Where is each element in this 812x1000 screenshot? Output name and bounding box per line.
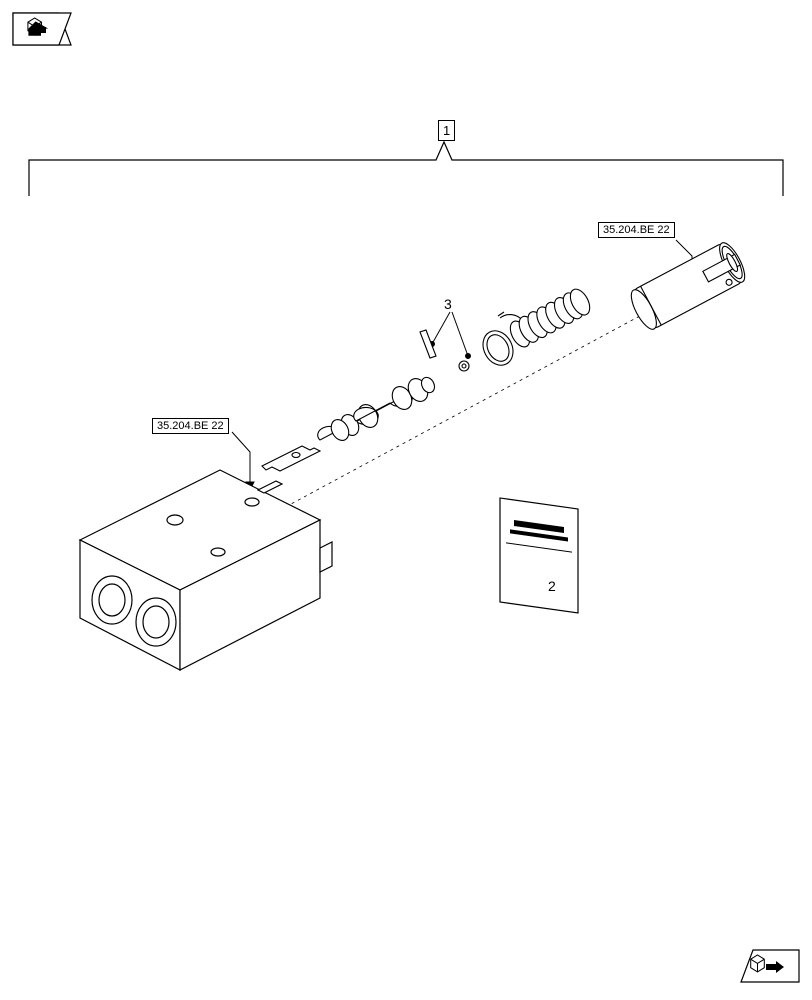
ref-left-text: 35.204.BE 22 [157,420,224,432]
bracket-main [29,142,783,196]
parts-diagram [0,0,812,1000]
callout-2: 2 [548,578,556,594]
ref-right-text: 35.204.BE 22 [603,224,670,236]
callout-1-label: 1 [443,123,450,138]
valve-body [80,470,332,670]
document-card [500,498,578,613]
callout-3-label: 3 [444,296,452,312]
ref-left: 35.204.BE 22 [152,418,229,434]
callout-2-label: 2 [548,578,556,594]
ref-right: 35.204.BE 22 [598,222,675,238]
callout-1: 1 [438,120,455,141]
end-cap [626,239,749,332]
spool-assembly [262,239,750,471]
callout-3: 3 [444,296,452,312]
